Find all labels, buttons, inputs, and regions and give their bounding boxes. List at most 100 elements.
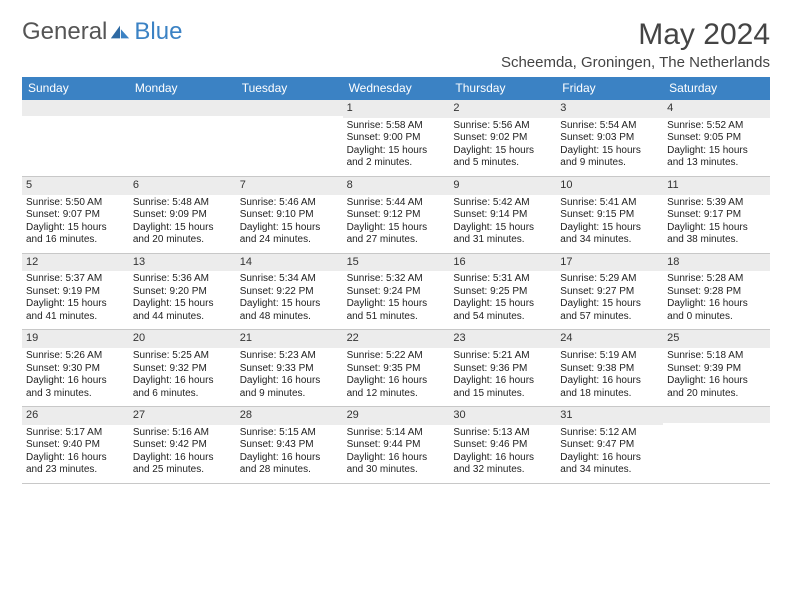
brand-part1: General (22, 18, 107, 46)
sunrise-text: Sunrise: 5:46 AM (240, 197, 339, 210)
day-cell: 15Sunrise: 5:32 AMSunset: 9:24 PMDayligh… (343, 254, 450, 330)
sunrise-text: Sunrise: 5:42 AM (453, 197, 552, 210)
day-cell (663, 407, 770, 483)
day-number: 15 (343, 254, 450, 272)
sunset-text: Sunset: 9:15 PM (560, 209, 659, 222)
day-number: 26 (22, 407, 129, 425)
day-number: 14 (236, 254, 343, 272)
day-number: 8 (343, 177, 450, 195)
day-cell: 21Sunrise: 5:23 AMSunset: 9:33 PMDayligh… (236, 330, 343, 406)
day-cell: 18Sunrise: 5:28 AMSunset: 9:28 PMDayligh… (663, 254, 770, 330)
day-cell: 17Sunrise: 5:29 AMSunset: 9:27 PMDayligh… (556, 254, 663, 330)
page-header: General Blue May 2024 Scheemda, Groninge… (22, 18, 770, 71)
day-cell: 12Sunrise: 5:37 AMSunset: 9:19 PMDayligh… (22, 254, 129, 330)
daylight-text: Daylight: 16 hours and 23 minutes. (26, 452, 125, 477)
sunrise-text: Sunrise: 5:25 AM (133, 350, 232, 363)
sunrise-text: Sunrise: 5:41 AM (560, 197, 659, 210)
day-number: 23 (449, 330, 556, 348)
day-number: 31 (556, 407, 663, 425)
daylight-text: Daylight: 15 hours and 38 minutes. (667, 222, 766, 247)
sunrise-text: Sunrise: 5:23 AM (240, 350, 339, 363)
daylight-text: Daylight: 16 hours and 0 minutes. (667, 298, 766, 323)
sunrise-text: Sunrise: 5:37 AM (26, 273, 125, 286)
sunset-text: Sunset: 9:02 PM (453, 132, 552, 145)
title-block: May 2024 Scheemda, Groningen, The Nether… (501, 18, 770, 71)
day-number: 1 (343, 100, 450, 118)
daylight-text: Daylight: 16 hours and 6 minutes. (133, 375, 232, 400)
day-cell: 27Sunrise: 5:16 AMSunset: 9:42 PMDayligh… (129, 407, 236, 483)
daylight-text: Daylight: 15 hours and 16 minutes. (26, 222, 125, 247)
day-cell: 22Sunrise: 5:22 AMSunset: 9:35 PMDayligh… (343, 330, 450, 406)
sunset-text: Sunset: 9:35 PM (347, 363, 446, 376)
sunset-text: Sunset: 9:38 PM (560, 363, 659, 376)
day-number: 6 (129, 177, 236, 195)
sunset-text: Sunset: 9:39 PM (667, 363, 766, 376)
day-number: 5 (22, 177, 129, 195)
week-row: 19Sunrise: 5:26 AMSunset: 9:30 PMDayligh… (22, 330, 770, 407)
brand-part2: Blue (134, 18, 182, 46)
day-number: 4 (663, 100, 770, 118)
sunrise-text: Sunrise: 5:34 AM (240, 273, 339, 286)
dow-header-row: SundayMondayTuesdayWednesdayThursdayFrid… (22, 77, 770, 100)
day-number: 18 (663, 254, 770, 272)
day-cell: 8Sunrise: 5:44 AMSunset: 9:12 PMDaylight… (343, 177, 450, 253)
day-cell: 1Sunrise: 5:58 AMSunset: 9:00 PMDaylight… (343, 100, 450, 176)
sunrise-text: Sunrise: 5:54 AM (560, 120, 659, 133)
day-cell: 31Sunrise: 5:12 AMSunset: 9:47 PMDayligh… (556, 407, 663, 483)
daylight-text: Daylight: 15 hours and 27 minutes. (347, 222, 446, 247)
day-cell (129, 100, 236, 176)
day-cell: 9Sunrise: 5:42 AMSunset: 9:14 PMDaylight… (449, 177, 556, 253)
sunrise-text: Sunrise: 5:18 AM (667, 350, 766, 363)
day-number: 21 (236, 330, 343, 348)
sunset-text: Sunset: 9:25 PM (453, 286, 552, 299)
week-row: 5Sunrise: 5:50 AMSunset: 9:07 PMDaylight… (22, 177, 770, 254)
day-cell: 10Sunrise: 5:41 AMSunset: 9:15 PMDayligh… (556, 177, 663, 253)
sunset-text: Sunset: 9:05 PM (667, 132, 766, 145)
day-number: 11 (663, 177, 770, 195)
day-cell: 14Sunrise: 5:34 AMSunset: 9:22 PMDayligh… (236, 254, 343, 330)
daylight-text: Daylight: 15 hours and 54 minutes. (453, 298, 552, 323)
sunset-text: Sunset: 9:43 PM (240, 439, 339, 452)
day-cell: 20Sunrise: 5:25 AMSunset: 9:32 PMDayligh… (129, 330, 236, 406)
dow-header-cell: Friday (556, 77, 663, 100)
sunset-text: Sunset: 9:14 PM (453, 209, 552, 222)
daylight-text: Daylight: 15 hours and 44 minutes. (133, 298, 232, 323)
day-cell: 11Sunrise: 5:39 AMSunset: 9:17 PMDayligh… (663, 177, 770, 253)
day-number (129, 100, 236, 116)
daylight-text: Daylight: 15 hours and 9 minutes. (560, 145, 659, 170)
sunrise-text: Sunrise: 5:21 AM (453, 350, 552, 363)
sunset-text: Sunset: 9:10 PM (240, 209, 339, 222)
daylight-text: Daylight: 15 hours and 41 minutes. (26, 298, 125, 323)
day-number: 19 (22, 330, 129, 348)
sunset-text: Sunset: 9:09 PM (133, 209, 232, 222)
brand-logo: General Blue (22, 18, 182, 46)
day-number: 24 (556, 330, 663, 348)
week-row: 1Sunrise: 5:58 AMSunset: 9:00 PMDaylight… (22, 100, 770, 177)
daylight-text: Daylight: 16 hours and 30 minutes. (347, 452, 446, 477)
daylight-text: Daylight: 16 hours and 9 minutes. (240, 375, 339, 400)
sunrise-text: Sunrise: 5:22 AM (347, 350, 446, 363)
sunrise-text: Sunrise: 5:29 AM (560, 273, 659, 286)
daylight-text: Daylight: 15 hours and 2 minutes. (347, 145, 446, 170)
sunrise-text: Sunrise: 5:32 AM (347, 273, 446, 286)
daylight-text: Daylight: 16 hours and 25 minutes. (133, 452, 232, 477)
sunset-text: Sunset: 9:44 PM (347, 439, 446, 452)
daylight-text: Daylight: 15 hours and 48 minutes. (240, 298, 339, 323)
daylight-text: Daylight: 15 hours and 51 minutes. (347, 298, 446, 323)
sunset-text: Sunset: 9:24 PM (347, 286, 446, 299)
week-row: 26Sunrise: 5:17 AMSunset: 9:40 PMDayligh… (22, 407, 770, 484)
daylight-text: Daylight: 15 hours and 57 minutes. (560, 298, 659, 323)
daylight-text: Daylight: 15 hours and 5 minutes. (453, 145, 552, 170)
sunrise-text: Sunrise: 5:15 AM (240, 427, 339, 440)
daylight-text: Daylight: 16 hours and 3 minutes. (26, 375, 125, 400)
dow-header-cell: Tuesday (236, 77, 343, 100)
sunrise-text: Sunrise: 5:19 AM (560, 350, 659, 363)
day-number: 20 (129, 330, 236, 348)
daylight-text: Daylight: 16 hours and 15 minutes. (453, 375, 552, 400)
day-cell: 6Sunrise: 5:48 AMSunset: 9:09 PMDaylight… (129, 177, 236, 253)
day-cell: 24Sunrise: 5:19 AMSunset: 9:38 PMDayligh… (556, 330, 663, 406)
day-number: 27 (129, 407, 236, 425)
sunrise-text: Sunrise: 5:58 AM (347, 120, 446, 133)
sunrise-text: Sunrise: 5:14 AM (347, 427, 446, 440)
day-cell: 25Sunrise: 5:18 AMSunset: 9:39 PMDayligh… (663, 330, 770, 406)
